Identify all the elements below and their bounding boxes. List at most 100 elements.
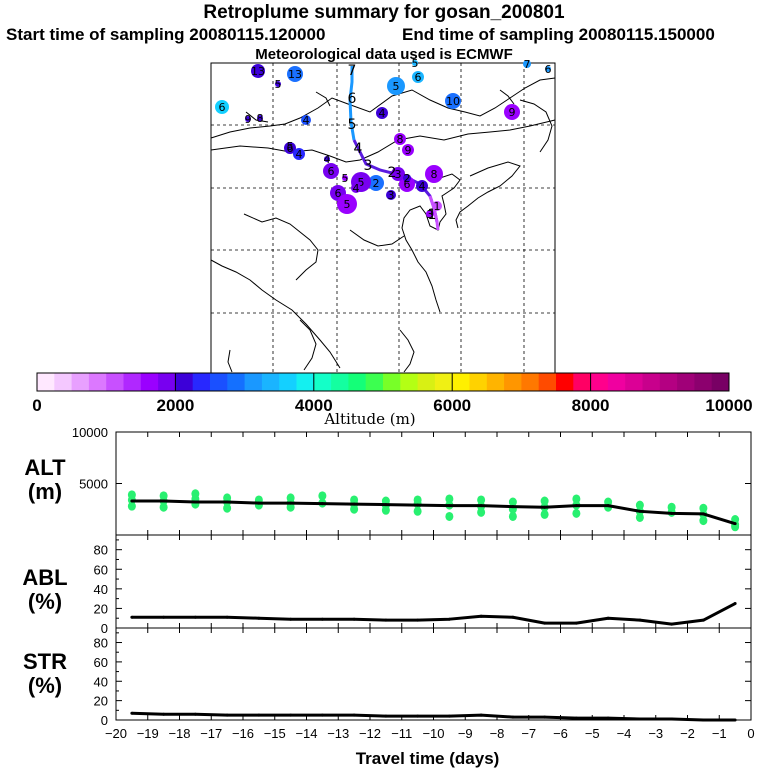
alt-scatter-point (223, 503, 232, 513)
colorbar-swatch (140, 373, 159, 391)
map-marker-dot (412, 71, 424, 83)
trajectory-day-label: 5 (348, 117, 357, 133)
str-point (574, 716, 578, 720)
map-marker-label: 8 (257, 112, 264, 125)
map-marker-dot (545, 66, 551, 72)
x-tick-label: −20 (105, 726, 127, 741)
alt-point (384, 503, 388, 507)
x-tick-label: −3 (648, 726, 663, 741)
alt-scatter-point (413, 506, 422, 516)
x-tick-label: −6 (553, 726, 568, 741)
abl-point (320, 617, 324, 621)
map-marker-dot (523, 60, 531, 68)
abl-point (257, 616, 261, 620)
abl-point (574, 621, 578, 625)
x-tick-label: −14 (295, 726, 317, 741)
colorbar-swatch (590, 373, 609, 391)
alt-scatter-point (318, 491, 327, 501)
alt-chart: 10000 5000 (72, 425, 752, 536)
str-point (257, 713, 261, 717)
colorbar-swatch (383, 373, 401, 391)
x-tick-label: −13 (327, 726, 349, 741)
alt-point (511, 505, 515, 509)
abl-point (416, 618, 420, 622)
abl-plot-frame (115, 534, 752, 629)
alt-scatter-point (572, 508, 581, 518)
str-point (193, 712, 197, 716)
map-marker-label: 1 (434, 200, 441, 213)
x-tick-label: −5 (585, 726, 600, 741)
map-marker-label: 9 (245, 113, 252, 126)
map-marker-label: 3 (388, 189, 395, 202)
alt-point (320, 502, 324, 506)
colorbar-swatch (71, 373, 90, 391)
map-marker-dot (445, 93, 461, 109)
map-marker-label: 6 (219, 101, 226, 114)
abl-point (638, 618, 642, 622)
colorbar-swatch (556, 373, 574, 391)
y-tick-label: 60 (94, 655, 108, 670)
map-marker-dot (386, 190, 396, 200)
colorbar-tick-label: 2000 (156, 396, 194, 415)
abl-point (447, 617, 451, 621)
str-title: STR (23, 649, 67, 674)
x-tick-label: −1 (712, 726, 727, 741)
alt-point (733, 522, 737, 526)
met-data-text: Meteorological data used is ECMWF (255, 46, 513, 63)
colorbar-swatch (313, 373, 332, 391)
y-tick-label: 10000 (72, 425, 108, 440)
map-marker-dot (351, 183, 361, 193)
str-point (225, 713, 229, 717)
abl-unit: (%) (27, 589, 63, 614)
trajectory-day-label: 3 (364, 158, 373, 174)
alt-scatter-point (540, 509, 549, 519)
map-marker-label: 5 (287, 140, 294, 153)
map-marker-label: 5 (344, 198, 351, 211)
colorbar-swatch (175, 373, 194, 391)
colorbar-swatch (158, 373, 176, 391)
colorbar-tick-label: 8000 (572, 396, 610, 415)
x-tick-label: −16 (232, 726, 254, 741)
colorbar-swatch (538, 373, 557, 391)
colorbar-swatch (417, 373, 436, 391)
figure-title: Retroplume summary for gosan_200801 (203, 2, 565, 23)
alt-scatter-point (477, 495, 486, 505)
map-marker-label: 5 (275, 78, 282, 91)
altitude-colorbar: 0 2000 4000 6000 8000 10000 Altitude (m) (32, 372, 753, 428)
y-tick-label: 5000 (79, 477, 108, 492)
alt-scatter-point (572, 494, 581, 504)
alt-scatter-point (159, 502, 168, 512)
colorbar-swatch (365, 373, 384, 391)
x-tick-label: −9 (458, 726, 473, 741)
colorbar-swatch (88, 373, 107, 391)
map-marker-dot (416, 180, 428, 192)
x-tick-label: −11 (391, 726, 412, 741)
map-graticule (211, 63, 555, 373)
colorbar-swatch (123, 373, 142, 391)
colorbar-swatch (244, 373, 263, 391)
y-tick-label: 60 (94, 562, 108, 577)
trajectory-upper-segment (348, 66, 356, 141)
x-tick-label: −17 (200, 726, 222, 741)
map-marker-dot (301, 115, 311, 125)
alt-scatter-point (350, 504, 359, 514)
abl-point (352, 617, 356, 621)
abl-point (130, 615, 134, 619)
alt-scatter-point (540, 496, 549, 506)
abl-point (606, 616, 610, 620)
colorbar-swatch (642, 373, 661, 391)
map-marker-dot (394, 133, 406, 145)
map-marker-dot (323, 163, 339, 179)
map-marker-label: 13 (251, 65, 265, 78)
map-marker-label: 5 (358, 176, 365, 189)
x-tick-label: −19 (137, 726, 159, 741)
abl-point (543, 621, 547, 625)
colorbar-tick-label: 6000 (433, 396, 471, 415)
map-marker-label: 3 (427, 208, 434, 221)
alt-point (352, 502, 356, 506)
map-marker-label: 4 (296, 148, 303, 161)
abl-point (701, 618, 705, 622)
x-tick-label: −10 (422, 726, 444, 741)
